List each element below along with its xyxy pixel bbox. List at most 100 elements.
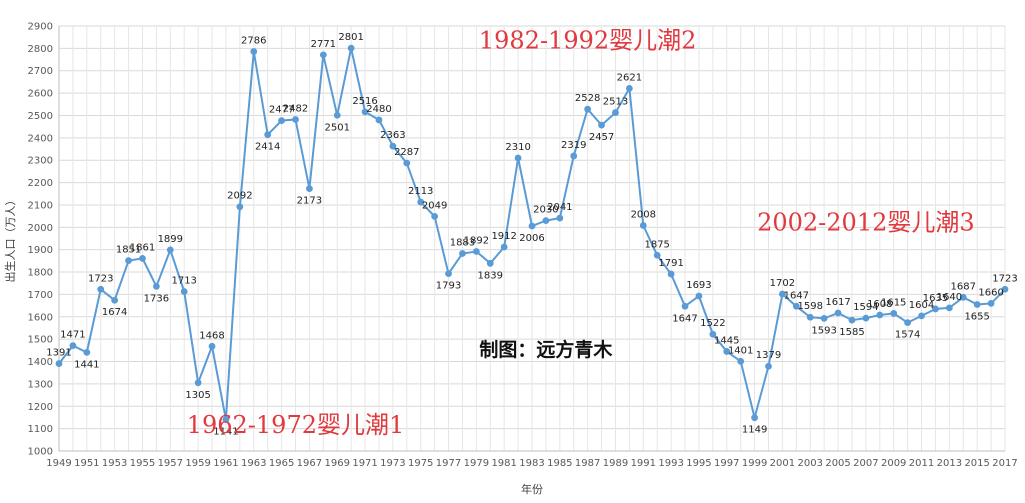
- data-point: [278, 117, 285, 125]
- data-point: [612, 109, 619, 116]
- data-label: 1912: [491, 231, 516, 242]
- x-tick-label: 1949: [46, 458, 71, 469]
- data-point: [862, 314, 870, 322]
- data-label: 1861: [130, 242, 155, 253]
- data-label: 1379: [756, 350, 781, 361]
- x-tick-label: 1971: [352, 458, 377, 469]
- x-tick-label: 1955: [130, 458, 155, 469]
- data-label: 1608: [867, 299, 892, 310]
- data-label: 1793: [436, 281, 461, 292]
- data-label: 1791: [658, 258, 683, 269]
- x-axis-ticks: 1949 1951 1953 1955 1957 1959 1961 1963 1965 1967…: [46, 458, 1017, 469]
- data-label: 1604: [909, 300, 934, 311]
- data-label: 1723: [88, 273, 113, 284]
- y-tick-label: 1300: [28, 379, 53, 390]
- data-point: [472, 248, 480, 255]
- baby-boom-annotation: 1982-1992婴儿潮2: [479, 26, 697, 54]
- data-point: [723, 348, 731, 355]
- data-label: 2049: [422, 200, 447, 211]
- data-label: 2030: [533, 205, 558, 216]
- y-tick-label: 2600: [28, 89, 53, 100]
- y-tick-label: 1900: [28, 245, 53, 256]
- data-label: 1640: [937, 292, 962, 303]
- data-point: [556, 214, 564, 222]
- data-point: [236, 203, 244, 211]
- x-tick-label: 1951: [74, 458, 99, 469]
- data-label: 1647: [672, 313, 697, 324]
- x-tick-label: 1975: [408, 458, 433, 469]
- x-tick-label: 1985: [547, 458, 572, 469]
- data-label: 1875: [644, 239, 669, 250]
- data-label: 1149: [742, 425, 767, 436]
- x-tick-label: 2013: [937, 458, 962, 469]
- baby-boom-annotation: 1962-1972婴儿潮1: [187, 411, 405, 439]
- data-point: [667, 270, 675, 278]
- x-tick-label: 1961: [213, 458, 238, 469]
- data-label: 1713: [171, 276, 196, 287]
- y-tick-label: 1500: [28, 335, 53, 346]
- data-point: [319, 51, 327, 59]
- data-point: [959, 293, 967, 301]
- data-label: 2801: [338, 32, 363, 43]
- data-label: 2173: [297, 196, 322, 207]
- data-label: 1445: [714, 335, 739, 346]
- data-point: [806, 313, 814, 321]
- x-tick-label: 1981: [491, 458, 516, 469]
- data-point: [403, 159, 411, 167]
- data-point: [653, 251, 661, 259]
- x-tick-label: 1979: [464, 458, 489, 469]
- x-tick-label: 1959: [185, 458, 210, 469]
- data-point: [445, 270, 452, 278]
- x-tick-label: 1969: [325, 458, 350, 469]
- data-label: 1615: [881, 297, 906, 308]
- data-point: [542, 217, 550, 225]
- data-label: 1702: [770, 278, 795, 289]
- data-point: [264, 131, 272, 139]
- data-point: [779, 290, 786, 298]
- x-axis-title: 年份: [521, 482, 543, 496]
- data-label: 2457: [589, 132, 614, 143]
- data-label: 2310: [505, 142, 530, 153]
- y-tick-label: 1200: [28, 402, 53, 413]
- data-point: [918, 312, 925, 320]
- data-point: [125, 257, 132, 265]
- y-tick-label: 1700: [28, 290, 53, 301]
- data-point: [69, 342, 77, 350]
- data-point: [820, 314, 828, 322]
- data-point: [250, 48, 258, 55]
- data-point: [514, 154, 522, 162]
- data-label: 1899: [158, 234, 183, 245]
- data-point: [904, 319, 912, 327]
- x-tick-label: 1965: [269, 458, 294, 469]
- data-label: 1401: [728, 345, 753, 356]
- data-point: [361, 108, 369, 116]
- data-label: 1585: [839, 327, 864, 338]
- data-label: 1468: [199, 330, 224, 341]
- data-point: [751, 414, 758, 422]
- y-tick-label: 2400: [28, 133, 53, 144]
- y-tick-label: 1600: [28, 312, 53, 323]
- data-point: [584, 105, 592, 113]
- data-point: [139, 255, 146, 262]
- data-label: 2501: [325, 122, 350, 133]
- data-point: [152, 282, 160, 290]
- annotations: 1962-1972婴儿潮1 1982-1992婴儿潮2 2002-2012婴儿潮3 制…: [187, 26, 975, 439]
- data-point: [166, 246, 174, 254]
- data-point: [55, 360, 63, 367]
- x-tick-label: 1991: [631, 458, 656, 469]
- data-point: [306, 185, 313, 193]
- data-label: 1522: [700, 318, 725, 329]
- data-label: 2008: [631, 210, 656, 221]
- y-tick-label: 1800: [28, 268, 53, 279]
- data-label: 2513: [603, 97, 628, 108]
- y-axis-ticks: 1000 1100 1200 1300 1400 1500 1600 1700 1800 1900…: [28, 22, 53, 458]
- data-point: [987, 299, 995, 307]
- data-point: [333, 111, 341, 119]
- x-tick-label: 1983: [519, 458, 544, 469]
- x-tick-label: 1963: [241, 458, 266, 469]
- x-tick-label: 1995: [686, 458, 711, 469]
- data-point: [792, 302, 800, 310]
- x-tick-label: 1987: [575, 458, 600, 469]
- y-tick-label: 1400: [28, 357, 53, 368]
- data-points: [55, 44, 1009, 423]
